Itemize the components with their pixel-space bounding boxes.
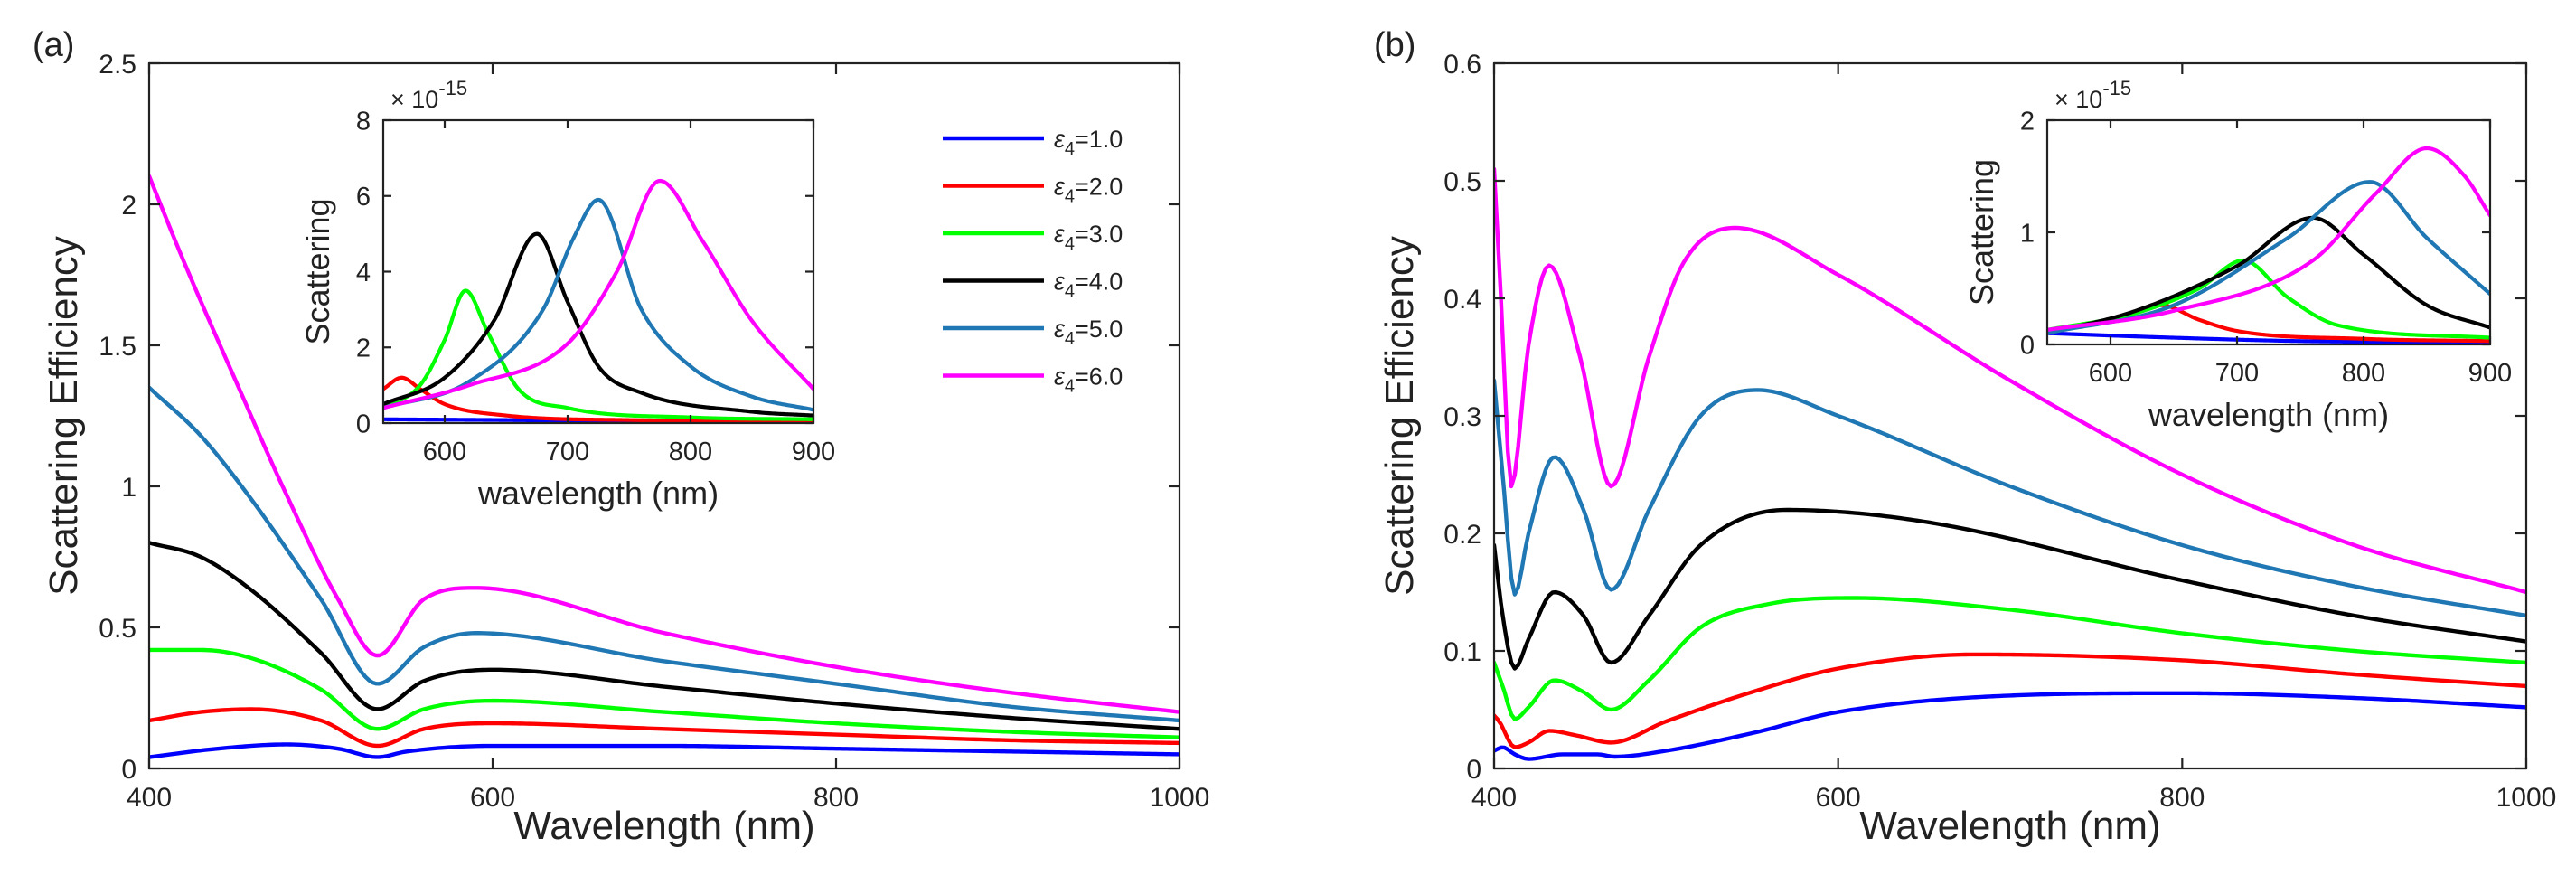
panel-a-inset-xtick-label: 800 bbox=[669, 438, 712, 466]
panel-b-ytick-label: 0 bbox=[1466, 755, 1481, 785]
panel-b-series-1 bbox=[1494, 691, 2526, 761]
legend-label-4: ε4=4.0 bbox=[1054, 268, 1123, 302]
panel-a-ytick-label: 2 bbox=[121, 191, 136, 221]
panel-b-ytick-label: 0.3 bbox=[1443, 402, 1481, 432]
panel-a-inset-ytick-label: 6 bbox=[356, 183, 371, 212]
panel-a-series-3 bbox=[149, 647, 1180, 739]
panel-a-series-group bbox=[149, 174, 1180, 759]
panel-b-xtick-label: 600 bbox=[1816, 783, 1861, 813]
panel-a-xtick-label: 400 bbox=[127, 783, 172, 813]
panel-a-y-axis-label: Scattering Efficiency bbox=[42, 236, 86, 596]
panel-b-inset-axes: 600 700 800 900 0 1 2 wavelength (nm) Scattering… bbox=[1963, 77, 2512, 433]
panel-a-inset-xtick-label: 900 bbox=[792, 438, 835, 466]
panel-a-xtick-label: 800 bbox=[813, 783, 859, 813]
panel-a-inset-x-axis-label: wavelength (nm) bbox=[477, 475, 719, 512]
panel-a-plot-frame bbox=[147, 61, 1181, 770]
panel-a-ytick-label: 1 bbox=[121, 473, 136, 503]
panel-b-series-5 bbox=[1494, 378, 2526, 618]
panel-a-series-1 bbox=[149, 742, 1180, 759]
panel-a-inset-ytick-label: 2 bbox=[356, 334, 371, 363]
panel-a-ytick-label: 1.5 bbox=[99, 332, 136, 362]
panel-b-series-3 bbox=[1494, 596, 2526, 721]
panel-a-inset-series-2 bbox=[383, 375, 813, 423]
panel-a-inset-axes: 600 700 800 900 0 2 4 6 8 wavelength (nm) Scatteri… bbox=[299, 77, 835, 512]
panel-a-inset-bg bbox=[383, 120, 813, 423]
panel-b-series-group bbox=[1494, 166, 2526, 761]
panel-a-x-axis-label: Wavelength (nm) bbox=[513, 804, 814, 848]
panel-b-inset-xtick-label: 600 bbox=[2089, 359, 2132, 388]
legend-label-5: ε4=5.0 bbox=[1054, 316, 1123, 349]
panel-b-series-6 bbox=[1494, 166, 2526, 595]
panel-b-y-axis-label: Scattering Efficiency bbox=[1377, 236, 1422, 596]
panel-b-label: (b) bbox=[1374, 26, 1415, 64]
panel-a-label: (a) bbox=[33, 26, 74, 64]
panel-a-inset-series-6 bbox=[383, 178, 813, 410]
panel-a-legend: ε4=1.0 ε4=2.0 ε4=3.0 ε4=4.0 ε4=5.0 ε4=6.0 bbox=[943, 126, 1123, 397]
legend-label-2: ε4=2.0 bbox=[1054, 174, 1123, 207]
panel-b-inset-xtick-label: 800 bbox=[2342, 359, 2385, 388]
panel-b-series-4 bbox=[1494, 507, 2526, 671]
panel-a-inset-series-group bbox=[383, 178, 813, 423]
panel-b-ytick-label: 0.2 bbox=[1443, 520, 1481, 550]
panel-b-series-2 bbox=[1494, 652, 2526, 749]
panel-b-inset-xtick-label: 900 bbox=[2468, 359, 2512, 388]
panel-b-inset-ytick-label: 1 bbox=[2020, 219, 2035, 248]
panel-b-xtick-label: 1000 bbox=[2496, 783, 2557, 813]
panel-b-inset-y-axis-label: Scattering bbox=[1963, 159, 2000, 306]
panel-b-inset-series-group bbox=[2047, 146, 2490, 344]
panel-b-ytick-label: 0.5 bbox=[1443, 167, 1481, 197]
panel-b-ytick-label: 0.1 bbox=[1443, 637, 1481, 667]
panel-b-inset-x-axis-label: wavelength (nm) bbox=[2148, 396, 2389, 433]
legend-label-6: ε4=6.0 bbox=[1054, 363, 1123, 397]
panel-a-xtick-label: 1000 bbox=[1150, 783, 1210, 813]
panel-b-inset-ytick-label: 0 bbox=[2020, 331, 2035, 360]
panel-a-ytick-label: 2.5 bbox=[99, 50, 136, 80]
panel-a-inset-xtick-label: 600 bbox=[423, 438, 466, 466]
panel-a-inset-ytick-label: 8 bbox=[356, 107, 371, 136]
panel-b-ytick-label: 0.4 bbox=[1443, 285, 1481, 315]
legend-label-1: ε4=1.0 bbox=[1054, 126, 1123, 159]
panel-b-inset-ytick-label: 2 bbox=[2020, 107, 2035, 136]
panel-b-inset-xtick-label: 700 bbox=[2215, 359, 2259, 388]
panel-a-inset-series-4 bbox=[383, 231, 813, 418]
panel-a-inset-ytick-label: 0 bbox=[356, 410, 371, 438]
panel-a-series-2 bbox=[149, 707, 1180, 749]
panel-a-inset-ytick-label: 4 bbox=[356, 259, 371, 287]
panel-a-series-5 bbox=[149, 385, 1180, 723]
panel-a-axes: 400 600 800 1000 0 0.5 1 1.5 2 2.5 Wavelength (nm)… bbox=[42, 50, 1209, 848]
panel-b-xtick-label: 800 bbox=[2159, 783, 2205, 813]
panel-a-ytick-label: 0 bbox=[121, 755, 136, 785]
panel-b-x-axis-label: Wavelength (nm) bbox=[1859, 804, 2160, 848]
panel-a-inset-exponent-label: × 10-15 bbox=[390, 77, 467, 113]
panel-b-axes: 400 600 800 1000 0 0.1 0.2 0.3 0.4 0.5 0.6 Waveleng… bbox=[1377, 50, 2556, 848]
panel-a-inset-xtick-label: 700 bbox=[546, 438, 589, 466]
panel-a-series-6 bbox=[149, 174, 1180, 714]
legend-label-3: ε4=3.0 bbox=[1054, 221, 1123, 254]
panel-b-ytick-label: 0.6 bbox=[1443, 50, 1481, 80]
panel-a-inset-series-3 bbox=[383, 288, 813, 421]
panel-a-xtick-label: 600 bbox=[470, 783, 515, 813]
panel-b-inset-exponent-label: × 10-15 bbox=[2054, 77, 2131, 113]
panel-a-series-4 bbox=[149, 541, 1180, 731]
panel-a-ytick-label: 0.5 bbox=[99, 614, 136, 644]
panel-b-inset-series-6 bbox=[2047, 146, 2490, 332]
panel-b-xtick-label: 400 bbox=[1471, 783, 1517, 813]
panel-b-inset-bg bbox=[2047, 120, 2490, 344]
panel-a-inset-y-axis-label: Scattering bbox=[299, 198, 336, 344]
panel-b-inset-series-4 bbox=[2047, 215, 2490, 335]
